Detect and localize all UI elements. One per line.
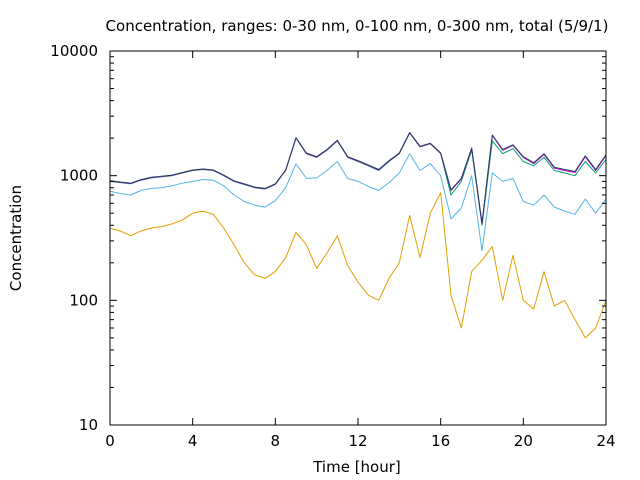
ticks-layer: 0 4 8 12 16 20 24 10 100 1000 10000 (50, 42, 615, 450)
x-tick-label: 20 (514, 432, 533, 450)
series-line-4 (109, 132, 607, 225)
y-tick-label: 100 (69, 291, 98, 309)
series-line-1 (109, 192, 607, 339)
y-tick-label: 10 (79, 416, 98, 434)
x-tick-label: 16 (431, 432, 450, 450)
y-tick-label: 10000 (50, 42, 98, 60)
x-tick-label: 12 (348, 432, 367, 450)
series-line-2 (109, 153, 607, 252)
plot-frame (109, 50, 607, 426)
x-tick-label: 8 (271, 432, 281, 450)
x-tick-label: 4 (188, 432, 198, 450)
x-tick-label: 0 (105, 432, 115, 450)
series-line-3 (109, 132, 607, 226)
x-axis-label: Time [hour] (312, 458, 401, 476)
y-tick-label: 1000 (60, 167, 98, 185)
y-axis-label: Concentration (7, 185, 25, 291)
series-layer (109, 132, 607, 339)
series-line-5 (109, 132, 607, 224)
x-tick-label: 24 (596, 432, 615, 450)
chart-title: Concentration, ranges: 0-30 nm, 0-100 nm… (106, 17, 609, 35)
